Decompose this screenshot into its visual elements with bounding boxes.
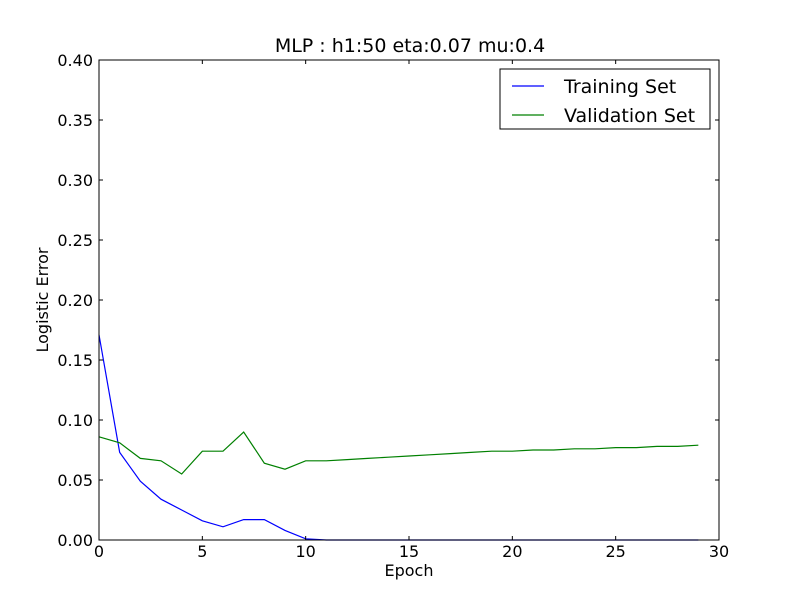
y-tick-label: 0.10 (57, 411, 93, 430)
plot-area (99, 60, 719, 540)
chart-title: MLP : h1:50 eta:0.07 mu:0.4 (275, 35, 545, 57)
x-axis-label: Epoch (385, 561, 434, 580)
x-tick-label: 20 (502, 542, 522, 561)
x-tick-label: 15 (399, 542, 419, 561)
y-tick-label: 0.20 (57, 291, 93, 310)
x-tick-label: 5 (197, 542, 207, 561)
series-line-validation-set (98, 431, 699, 475)
x-tick-label: 10 (295, 542, 315, 561)
y-tick-label: 0.35 (57, 111, 93, 130)
x-tick-label: 30 (709, 542, 729, 561)
legend: Training Set Validation Set (499, 68, 711, 130)
legend-label-training-set: Training Set (563, 76, 676, 98)
y-axis-label: Logistic Error (33, 247, 52, 352)
plot-frame (98, 59, 720, 541)
legend-box (499, 68, 711, 130)
y-tick-label: 0.25 (57, 231, 93, 250)
y-tick-label: 0.00 (57, 531, 93, 550)
y-tick-label: 0.15 (57, 351, 93, 370)
y-tick-label: 0.05 (57, 471, 93, 490)
x-tick-label: 0 (94, 542, 104, 561)
y-tick-label: 0.40 (57, 51, 93, 70)
y-tick-label: 0.30 (57, 171, 93, 190)
legend-label-validation-set: Validation Set (564, 105, 695, 127)
x-tick-label: 25 (605, 542, 625, 561)
tick-layer: 0 5 10 15 20 25 30 0.00 0.05 0.10 0.15 0.20 0.25 0.30… (57, 51, 729, 561)
